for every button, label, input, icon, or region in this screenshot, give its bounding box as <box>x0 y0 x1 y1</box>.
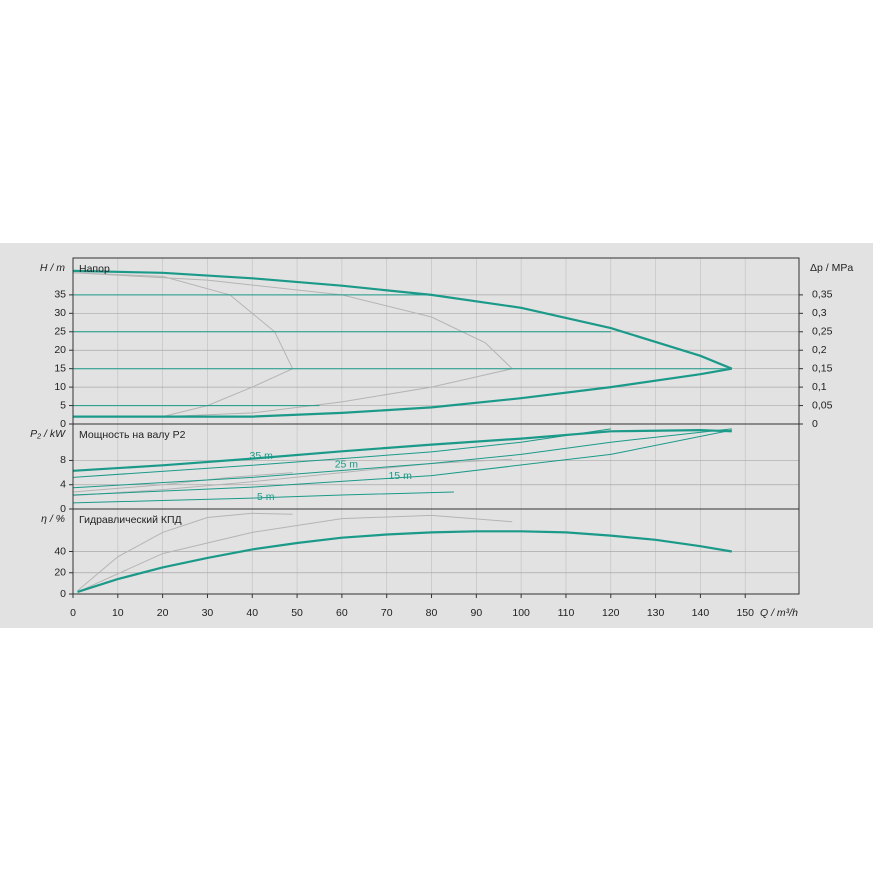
x-tick-label: 70 <box>381 607 393 619</box>
y-axis-label: P₂ / kW <box>30 428 66 440</box>
curve-label: 15 m <box>388 470 412 482</box>
curve <box>77 530 732 593</box>
x-tick-label: 100 <box>512 607 530 619</box>
y-axis-label: η / % <box>41 513 65 525</box>
curve-label: 25 m <box>335 458 359 470</box>
curve <box>72 429 732 496</box>
curve <box>72 269 733 370</box>
x-tick-label: 10 <box>112 607 124 619</box>
x-tick-label: 20 <box>157 607 169 619</box>
y2-tick-label: 0 <box>812 418 818 430</box>
curve <box>73 367 732 418</box>
y2-tick-label: 0,15 <box>812 362 833 374</box>
curve <box>72 428 611 478</box>
y2-tick-label: 0,1 <box>812 381 827 393</box>
x-tick-label: 90 <box>470 607 482 619</box>
y2-tick-label: 0,3 <box>812 307 827 319</box>
curve <box>72 458 513 497</box>
x-tick-label: 0 <box>70 607 76 619</box>
curve <box>72 428 732 472</box>
y-tick-label: 8 <box>60 454 66 466</box>
plot-frame <box>72 508 800 595</box>
y2-axis-label: Δp / MPa <box>810 262 853 274</box>
y-axis-label: H / m <box>40 262 65 274</box>
y2-tick-label: 0,35 <box>812 289 833 301</box>
y-tick-label: 15 <box>54 362 66 374</box>
curve-label: 35 m <box>250 450 274 462</box>
curve <box>72 491 454 504</box>
x-tick-label: 130 <box>647 607 665 619</box>
y-tick-label: 35 <box>54 289 66 301</box>
y-tick-label: 0 <box>60 588 66 600</box>
x-tick-label: 40 <box>246 607 258 619</box>
x-tick-label: 30 <box>202 607 214 619</box>
x-tick-label: 140 <box>692 607 710 619</box>
chart-background <box>0 243 873 628</box>
curve <box>77 512 293 592</box>
y-tick-label: 30 <box>54 307 66 319</box>
curve <box>72 272 294 418</box>
y-tick-label: 4 <box>60 478 66 490</box>
panel-title: Мощность на валу P2 <box>79 429 186 441</box>
y-tick-label: 40 <box>54 545 66 557</box>
y-tick-label: 20 <box>54 567 66 579</box>
x-tick-label: 80 <box>426 607 438 619</box>
y2-tick-label: 0,2 <box>812 344 827 356</box>
y-tick-label: 25 <box>54 326 66 338</box>
y-tick-label: 0 <box>60 503 66 515</box>
x-tick-label: 50 <box>291 607 303 619</box>
x-tick-label: 120 <box>602 607 620 619</box>
panel-title: Напор <box>79 263 110 275</box>
x-tick-label: 110 <box>558 607 575 619</box>
y-tick-label: 0 <box>60 418 66 430</box>
y2-tick-label: 0,05 <box>812 399 833 411</box>
curve-label: 5 m <box>257 491 275 503</box>
x-tick-label: 60 <box>336 607 348 619</box>
x-axis-label: Q / m³/h <box>760 607 798 619</box>
y2-tick-label: 0,25 <box>812 326 833 338</box>
panel-title: Гидравлический КПД <box>79 514 182 526</box>
curve <box>72 428 732 489</box>
curve <box>72 272 514 418</box>
curve <box>77 514 513 593</box>
x-tick-label: 150 <box>736 607 754 619</box>
y-tick-label: 5 <box>60 399 66 411</box>
y-tick-label: 10 <box>54 381 66 393</box>
y-tick-label: 20 <box>54 344 66 356</box>
